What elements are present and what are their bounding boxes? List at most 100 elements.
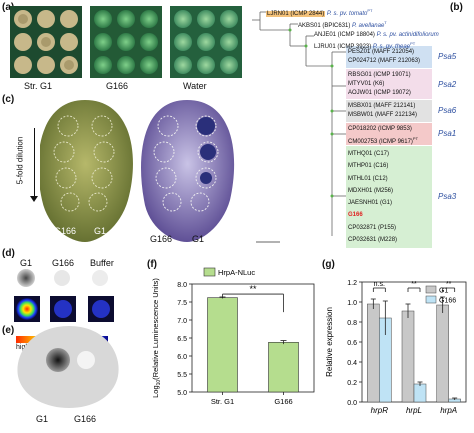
leaf-purple-shape [141,100,235,242]
taxon-species: P. s. pv. theae [372,44,411,50]
y-axis-label: Log10(Relative Luminescence Units) [151,278,162,398]
scale-label-high: high [16,344,30,351]
leaf: CM002753 (ICMP 9617)PT [348,134,418,147]
bar-g1 [436,304,449,403]
y-tick-label: 1.2 [347,280,357,287]
bar-g1 [401,310,415,403]
y-tick-label: 0.2 [347,380,357,387]
taxon-sup: PT [410,41,416,46]
leaf-e-caption-g1: G1 [36,414,49,424]
x-tick-label: Str. G1 [211,397,234,406]
leaf: MSBX01 (MAFF 212141) [348,103,416,109]
leaf: JAESNH01 (G1) [348,200,393,207]
taxon-sup: T [384,20,387,25]
significance-label: ** [446,281,452,288]
y-tick-label: 0.6 [347,340,357,347]
panel-a-photos [10,6,242,92]
tree-graphic [252,11,432,248]
leaf: MTYV01 (K6) [348,81,385,87]
taxon-species: P. avellanae [352,23,385,29]
y-tick-label: 8.0 [177,282,187,289]
clade-psa1-leaves: CP018202 (ICMP 9853) CM002753 (ICMP 9617… [348,125,418,147]
clade-psa2-leaves: RBSG01 (ICMP 19071) MTYV01 (K6) AOJW01 (… [348,71,411,98]
panel-e-leaf [14,324,124,410]
taxon-sup: PT [367,8,373,13]
dilution-label: 5-fold dilution [15,136,25,185]
leaves-graphic [38,100,235,242]
clade-bg-psa2 [346,69,432,99]
chart-g: 0.0 0.2 0.4 0.6 0.8 1.0 1.2 Relative expression… [322,264,472,428]
significance-label: ** [411,281,417,288]
leaf: MSBW01 (MAFF 212134) [348,112,418,118]
panel-label-e: (e) [2,325,15,336]
phylogenetic-tree: LJRN01 (ICMP 2844) P. s. pv. tomatoPT AK… [250,6,470,252]
clade-bg-psa5 [346,46,432,68]
y-axis-label: Relative expression [325,307,334,377]
y-tick-label: 7.5 [177,300,187,307]
clade-name-psa6: Psa6 [438,106,457,115]
chart-f-svg: 5.0 5.5 6.0 6.5 7.0 7.5 8.0 Log10(Relative Lumi… [151,267,315,406]
taxon-species: P. s. pv. tomato [326,11,368,17]
y-tick-label: 5.5 [177,372,187,379]
leaf-caption-g1-left: G1 [94,226,107,236]
leaf-caption-g1-right: G1 [192,234,205,244]
chart-g-svg: 0.0 0.2 0.4 0.6 0.8 1.0 1.2 Relative expression… [325,280,467,415]
leaf: CP018202 (ICMP 9853) [348,126,412,132]
clade-psa6-leaves: MSBX01 (MAFF 212141) MSBW01 (MAFF 212134… [348,102,417,120]
taxon-top-0: LJRN01 (ICMP 2844) P. s. pv. tomatoPT [266,8,373,17]
y-tick-label: 0.8 [347,320,357,327]
significance-label: n.s. [374,281,385,288]
y-tick-label: 1.0 [347,300,357,307]
legend-label: G1 [439,288,448,295]
luminescence-graphic [14,269,114,322]
panel-label-a: (a) [2,2,15,13]
leaf: MTHP01 (C16) [348,163,389,170]
dilution-indicator: 5-fold dilution [14,118,38,218]
leaf-caption-g166-left: G166 [54,226,77,236]
x-tick-label: hrpL [406,406,422,415]
plate-caption-str-g1: Str. G1 [24,81,53,91]
plate-photos-graphic [10,6,242,78]
leaf: CP032631 (M228) [348,237,398,244]
leaf-caption-g166-right: G166 [150,234,173,244]
leaf-highlight-g166: G166 [348,212,363,219]
leaf: CP032871 (P155) [348,224,397,231]
col-label-g166: G166 [52,258,75,268]
plate-caption-g166: G166 [106,81,129,91]
leaf: RBSG01 (ICMP 19071) [348,72,411,78]
legend-label: G166 [439,298,456,305]
dilution-arrow-shaft [34,128,35,198]
bar [268,342,299,393]
panel-label-d: (d) [2,248,15,259]
arrow-down-icon [30,196,38,202]
taxon-top-2: ANJE01 (ICMP 18804) P. s. pv. actinidifo… [314,32,439,38]
panel-label-g: (g) [322,259,335,270]
clade-psa3-leaves: MTHQ01 (C17) MTHP01 (C16) MTHL01 (C12) M… [348,148,397,246]
clade-name-psa3: Psa3 [438,192,457,201]
clade-name-psa2: Psa2 [438,80,457,89]
leaf: CP024712 (MAFF 212063) [348,58,421,64]
legend-label: HrpA-NLuc [218,268,255,277]
panel-label-b: (b) [450,2,463,13]
x-tick-label: hrpR [371,406,389,415]
taxon-strain: AKBS01 (BPIC631) [298,23,351,29]
leaf: MTHL01 (C12) [348,175,388,182]
clade-bg-psa6 [346,100,432,122]
taxon-top-1: AKBS01 (BPIC631) P. avellanaeT [298,20,387,29]
clade-bg-psa1 [346,123,432,145]
taxon-top-3: LJRU01 (ICMP 3923) P. s. pv. theaePT [314,41,415,50]
leaf-sup: PT [412,136,419,141]
clade-name-psa1: Psa1 [438,129,457,138]
clade-name-psa5: Psa5 [438,52,457,61]
panel-d-images [12,268,124,334]
taxon-species: P. s. pv. actinidifoliorum [376,32,439,38]
y-tick-label: 6.0 [177,354,187,361]
x-tick-label: G166 [274,397,292,406]
gray-leaf-graphic [17,326,119,408]
panel-label-f: (f) [147,259,157,270]
legend-swatch [425,295,437,304]
leaf: MTHQ01 (C17) [348,151,390,157]
clade-bg-psa3 [346,146,432,248]
bar-g166 [413,383,427,403]
taxon-strain: LJRN01 (ICMP 2844) [266,11,326,17]
